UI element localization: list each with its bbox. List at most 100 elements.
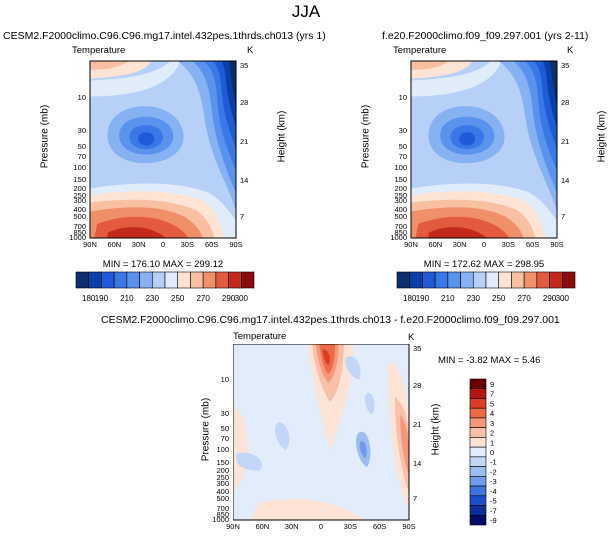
y2-tick-label: 21 bbox=[240, 137, 249, 147]
colorbar-swatch bbox=[177, 271, 191, 289]
colorbar-label: 270 bbox=[517, 294, 531, 303]
colorbar-swatch bbox=[409, 271, 423, 289]
y-tick-label: 50 bbox=[220, 424, 229, 434]
colorbar-swatch bbox=[422, 271, 436, 289]
colorbar-swatch bbox=[469, 388, 487, 399]
colorbar-swatch bbox=[469, 476, 487, 487]
y-tick-label: 1000 bbox=[212, 515, 229, 524]
contour-band-1 bbox=[233, 405, 248, 494]
colorbar-swatch bbox=[469, 485, 487, 497]
contour-band-1 bbox=[411, 61, 449, 70]
colorbar-label: 230 bbox=[467, 294, 481, 303]
colorbar-label: 300 bbox=[235, 294, 249, 303]
contour-band-2 bbox=[90, 61, 181, 97]
colorbar-swatch bbox=[469, 505, 487, 516]
colorbar-label: 210 bbox=[441, 294, 455, 303]
colorbar-swatch bbox=[228, 271, 242, 289]
colorbar-swatch bbox=[469, 456, 487, 467]
colorbar-swatch bbox=[523, 271, 538, 289]
colorbar-label: -5 bbox=[490, 497, 497, 506]
y-tick-label: 70 bbox=[77, 151, 86, 161]
colorbar-label: 230 bbox=[146, 294, 160, 303]
panel1-colorbar: 180 190 210 230 250 270 290 300 bbox=[75, 271, 255, 303]
colorbar-label: -4 bbox=[490, 487, 497, 496]
y2-tick-label: 35 bbox=[561, 61, 570, 71]
panel1-y2label: Height (km) bbox=[276, 110, 288, 163]
colorbar-swatch bbox=[498, 271, 512, 289]
y-tick-label: 70 bbox=[220, 434, 229, 444]
contour-band-8 bbox=[228, 61, 236, 106]
y-tick-label: 500 bbox=[73, 211, 86, 221]
colorbar-swatch bbox=[469, 466, 487, 477]
y-tick-label: 30 bbox=[220, 408, 229, 418]
colorbar-label: 270 bbox=[196, 294, 210, 303]
y-tick-label: 300 bbox=[216, 478, 229, 488]
colorbar-label: 9 bbox=[490, 380, 494, 389]
colorbar-label: 2 bbox=[490, 429, 494, 438]
colorbar-swatch bbox=[396, 271, 411, 289]
contour-band-12 bbox=[138, 132, 155, 146]
y-tick-label: 850 bbox=[216, 510, 229, 520]
panel3-title: CESM2.F2000climo.C96.C96.mg17.intel.432p… bbox=[101, 314, 560, 326]
y-tick-label: 400 bbox=[73, 205, 86, 215]
y-tick-label: 10 bbox=[398, 92, 407, 102]
contour-band-14 bbox=[274, 422, 290, 450]
panel3-y2label: Height (km) bbox=[430, 403, 442, 456]
x-tick-label: 90N bbox=[83, 240, 97, 249]
contour-band-18 bbox=[428, 227, 487, 238]
colorbar-swatch bbox=[469, 417, 487, 428]
colorbar-label: 190 bbox=[95, 294, 109, 303]
panel1-ylabel: Pressure (mb) bbox=[39, 104, 51, 169]
panel1-contour-plot bbox=[89, 60, 237, 239]
colorbar-label: 300 bbox=[556, 294, 570, 303]
y-tick-label: 50 bbox=[77, 141, 86, 151]
colorbar-swatch bbox=[460, 271, 474, 289]
panel3-contour-plot bbox=[233, 344, 410, 521]
y2-tick-label: 7 bbox=[413, 493, 418, 503]
colorbar-swatch bbox=[215, 271, 229, 289]
panel1-units: K bbox=[247, 45, 254, 56]
contour-band-12 bbox=[459, 132, 476, 146]
colorbar-swatch bbox=[88, 271, 102, 289]
y-tick-label: 700 bbox=[73, 222, 86, 232]
contour-band-11 bbox=[359, 440, 367, 459]
colorbar-label: -3 bbox=[490, 477, 497, 486]
y-tick-label: 850 bbox=[73, 228, 86, 238]
y-tick-label: 100 bbox=[394, 162, 407, 172]
colorbar-label: 7 bbox=[490, 390, 494, 399]
x-tick-label: 60N bbox=[107, 240, 122, 249]
colorbar-swatch bbox=[469, 398, 487, 409]
y-tick-label: 700 bbox=[216, 504, 229, 514]
colorbar-swatch bbox=[469, 437, 487, 448]
y-tick-label: 400 bbox=[394, 205, 407, 215]
colorbar-swatch bbox=[126, 271, 140, 289]
contour-band-8 bbox=[549, 61, 557, 106]
colorbar-label: 180 bbox=[82, 294, 96, 303]
y-tick-label: 200 bbox=[394, 183, 407, 193]
colorbar-swatch bbox=[240, 271, 255, 289]
y-tick-label: 850 bbox=[394, 228, 407, 238]
contour-band-8 bbox=[394, 396, 409, 494]
y-tick-label: 100 bbox=[216, 445, 229, 455]
y-tick-label: 250 bbox=[73, 190, 86, 200]
colorbar-swatch bbox=[447, 271, 461, 289]
contour-band-2 bbox=[411, 61, 502, 97]
colorbar-swatch bbox=[202, 271, 217, 289]
plot-frame bbox=[89, 60, 237, 239]
y-tick-label: 500 bbox=[216, 493, 229, 503]
x-tick-label: 0 bbox=[160, 240, 166, 249]
contour-band-1 bbox=[90, 61, 128, 70]
colorbar-swatch bbox=[561, 271, 576, 289]
colorbar-swatch bbox=[511, 271, 525, 289]
colorbar-label: 5 bbox=[490, 399, 494, 408]
panel1-title: CESM2.F2000climo.C96.C96.mg17.intel.432p… bbox=[3, 30, 326, 42]
colorbar-swatch bbox=[485, 271, 500, 289]
colorbar-label: 250 bbox=[492, 294, 506, 303]
y2-tick-label: 14 bbox=[240, 176, 249, 186]
colorbar-swatch bbox=[469, 514, 487, 526]
contour-band-9 bbox=[400, 414, 409, 476]
colorbar-label: 290 bbox=[543, 294, 557, 303]
y-tick-label: 300 bbox=[394, 196, 407, 206]
colorbar-swatch bbox=[536, 271, 550, 289]
